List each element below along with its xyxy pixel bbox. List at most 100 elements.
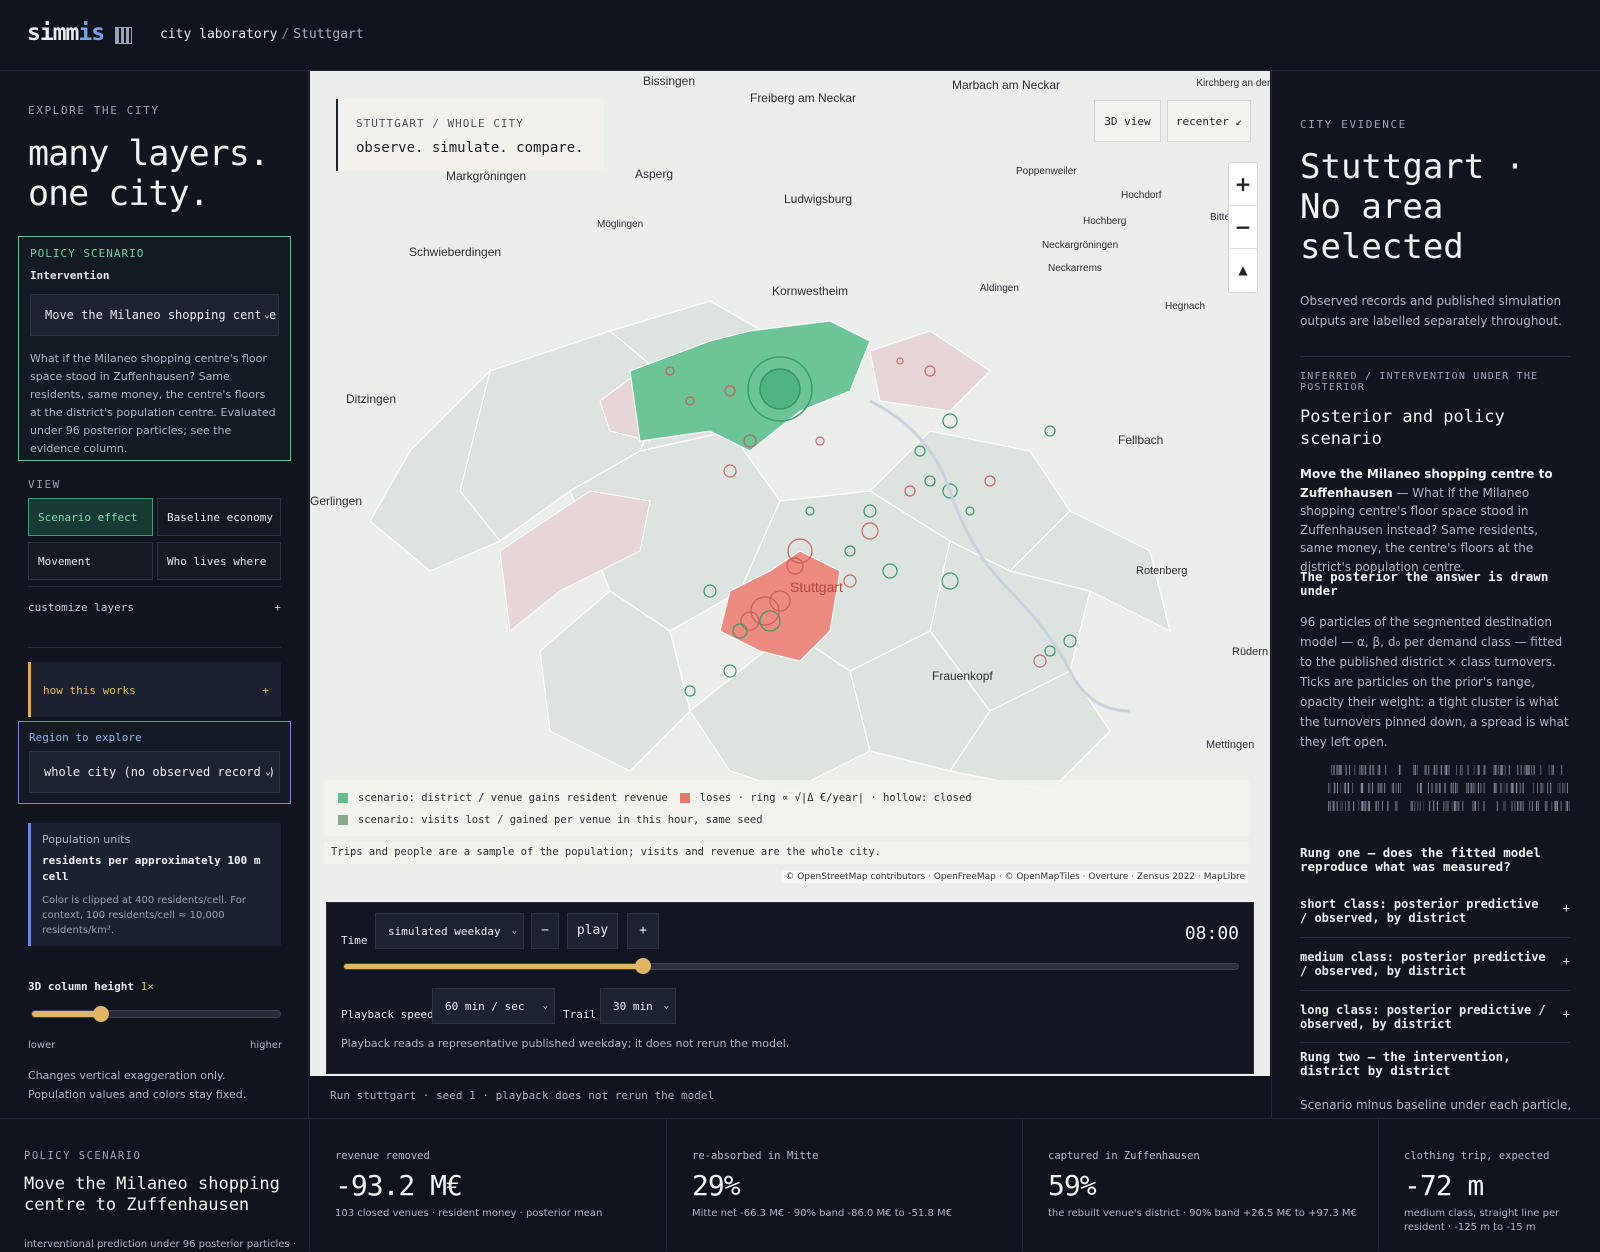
metric-sub: the rebuilt venue's district · 90% band … [1048, 1208, 1357, 1219]
population-units-value: residents per approximately 100 m cell [42, 854, 261, 883]
legend-gain-text: scenario: district / venue gains residen… [358, 792, 668, 804]
column-height-slider[interactable] [31, 1006, 281, 1022]
place-label: Gerlingen [310, 494, 362, 508]
metric-value: 59% [1048, 1169, 1097, 1202]
gain-swatch [338, 793, 348, 803]
chevron-down-icon: ⌄ [511, 926, 517, 936]
higher-label: higher [250, 1040, 283, 1051]
breadcrumb-root[interactable]: city laboratory [160, 27, 278, 42]
posterior-heading: Posterior and policy scenario [1300, 407, 1505, 449]
view-who-lives-where-button[interactable]: Who lives where [157, 542, 281, 580]
footer-policy-sub: interventional prediction under 96 poste… [24, 1239, 296, 1250]
view-scenario-effect-button[interactable]: Scenario effect [28, 498, 153, 536]
place-label: Hochberg [1083, 216, 1126, 227]
plus-icon: + [1562, 954, 1570, 968]
time-mode-select[interactable]: simulated weekday ⌄ [375, 913, 524, 949]
time-slider[interactable] [343, 958, 1239, 974]
grid-icon [115, 27, 132, 44]
region-label: Region to explore [29, 731, 142, 744]
region-panel: Region to explore whole city (no observe… [18, 721, 291, 804]
intervention-select[interactable]: Move the Milaneo shopping centre to Zuff… [30, 294, 279, 336]
chevron-down-icon: ⌄ [542, 1001, 548, 1011]
place-label: Hegnach [1165, 301, 1205, 312]
posterior-subheading: The posterior the answer is drawn under [1300, 569, 1549, 598]
zoom-in-button[interactable]: + [1229, 163, 1257, 206]
column-height-text: 3D column height [28, 980, 134, 993]
divider [1300, 1042, 1570, 1043]
metric-key: revenue removed [335, 1150, 430, 1162]
chevron-down-icon: ⌄ [260, 766, 271, 778]
explore-eyebrow: EXPLORE THE CITY [28, 104, 160, 117]
metric-card-mitte: re-absorbed in Mitte 29% Mitte net -66.3… [667, 1119, 1023, 1251]
compass-icon[interactable]: ▲ [1238, 263, 1248, 277]
region-value: whole city (no observed records) [44, 765, 276, 779]
accordion-medium-class[interactable]: medium class: posterior predictive / obs… [1300, 950, 1570, 978]
place-label: Ditzingen [346, 392, 396, 406]
divider [1300, 937, 1570, 938]
map-legend: scenario: district / venue gains residen… [324, 780, 1249, 836]
place-label: Freiberg am Neckar [750, 91, 856, 105]
policy-description: What if the Milaneo shopping centre's fl… [30, 352, 276, 455]
trail-label: Trail [563, 1008, 597, 1021]
policy-summary-card: POLICY SCENARIO Move the Milaneo shoppin… [0, 1119, 310, 1251]
place-label: Hochdorf [1121, 190, 1162, 201]
divider [1300, 990, 1570, 991]
view-baseline-economy-button[interactable]: Baseline economy [157, 498, 281, 536]
metric-sub: Mitte net -66.3 M€ · 90% band -86.0 M€ t… [692, 1208, 952, 1219]
map-attribution[interactable]: © OpenStreetMap contributors · OpenFreeM… [782, 871, 1248, 883]
plus-icon: + [1562, 901, 1570, 915]
play-button[interactable]: play [567, 913, 618, 949]
place-label: Kornwestheim [772, 284, 848, 298]
visits-swatch [338, 815, 348, 825]
column-height-label: 3D column height 1× [28, 980, 154, 993]
app-logo[interactable]: simmis [27, 20, 105, 46]
customize-layers-toggle[interactable]: customize layers + [28, 601, 281, 614]
region-select[interactable]: whole city (no observed records) ⌄ [29, 751, 280, 793]
legend-row: scenario: visits lost / gained per venue… [338, 809, 1249, 831]
map-kicker: STUTTGART / WHOLE CITY [356, 117, 524, 130]
legend-row: scenario: district / venue gains residen… [338, 787, 1249, 809]
view-movement-button[interactable]: Movement [28, 542, 153, 580]
legend-loss-text: loses · ring ∝ √|Δ €/year| · hollow: clo… [699, 792, 972, 804]
metric-key: captured in Zuffenhausen [1048, 1150, 1200, 1162]
accordion-short-class[interactable]: short class: posterior predictive / obse… [1300, 897, 1570, 925]
plus-icon: + [1562, 1007, 1570, 1021]
chevron-down-icon: ⌄ [259, 309, 270, 321]
top-bar: simmis city laboratory / Stuttgart [0, 0, 1600, 71]
step-back-button[interactable]: − [531, 913, 559, 949]
accordion-long-class[interactable]: long class: posterior predictive / obser… [1300, 1003, 1570, 1031]
footer-policy-label: POLICY SCENARIO [24, 1150, 142, 1162]
place-label: Neckargröningen [1042, 240, 1118, 251]
lower-label: lower [28, 1040, 56, 1051]
playback-speed-select[interactable]: 60 min / sec ⌄ [432, 988, 555, 1024]
breadcrumb: city laboratory / Stuttgart [160, 27, 364, 42]
breadcrumb-city: Stuttgart [293, 27, 364, 42]
slider-thumb[interactable] [635, 958, 652, 974]
metric-card-zuffenhausen: captured in Zuffenhausen 59% the rebuilt… [1023, 1119, 1379, 1251]
inferred-eyebrow: INFERRED / INTERVENTION UNDER THE POSTER… [1300, 371, 1539, 393]
population-units-context: Color is clipped at 400 residents/cell. … [42, 895, 246, 936]
accordion-label: short class: posterior predictive / obse… [1300, 897, 1539, 925]
place-label: Fellbach [1118, 433, 1163, 447]
column-height-multiplier: 1× [140, 980, 154, 993]
population-units-note: Population units residents per approxima… [28, 823, 281, 946]
plus-icon: + [262, 684, 269, 697]
place-label: Schwieberdingen [409, 245, 501, 259]
step-forward-button[interactable]: + [627, 913, 659, 949]
recenter-button[interactable]: recenter ↙ [1167, 100, 1251, 142]
metric-sub: 103 closed venues · resident money · pos… [335, 1208, 603, 1219]
trail-select[interactable]: 30 min ⌄ [600, 988, 676, 1024]
3d-view-button[interactable]: 3D view [1094, 100, 1161, 142]
scenario-name: Move the Milaneo shopping centre to Zuff… [1300, 467, 1553, 500]
slider-thumb[interactable] [93, 1006, 110, 1022]
city-map[interactable]: Bissingen Freiberg am Neckar Marbach am … [310, 71, 1270, 1076]
loss-swatch [679, 793, 690, 803]
left-sidebar: EXPLORE THE CITY many layers. one city. P… [0, 71, 309, 1118]
how-this-works-toggle[interactable]: how this works + [28, 662, 281, 717]
rung-two-heading: Rung two — the intervention, district by… [1300, 1049, 1511, 1078]
zoom-out-button[interactable]: − [1229, 206, 1257, 249]
customize-label: customize layers [28, 601, 134, 614]
time-label: Time [341, 934, 368, 947]
policy-scenario-panel: POLICY SCENARIO Intervention Move the Mi… [18, 236, 291, 461]
summary-footer: POLICY SCENARIO Move the Milaneo shoppin… [0, 1118, 1600, 1251]
